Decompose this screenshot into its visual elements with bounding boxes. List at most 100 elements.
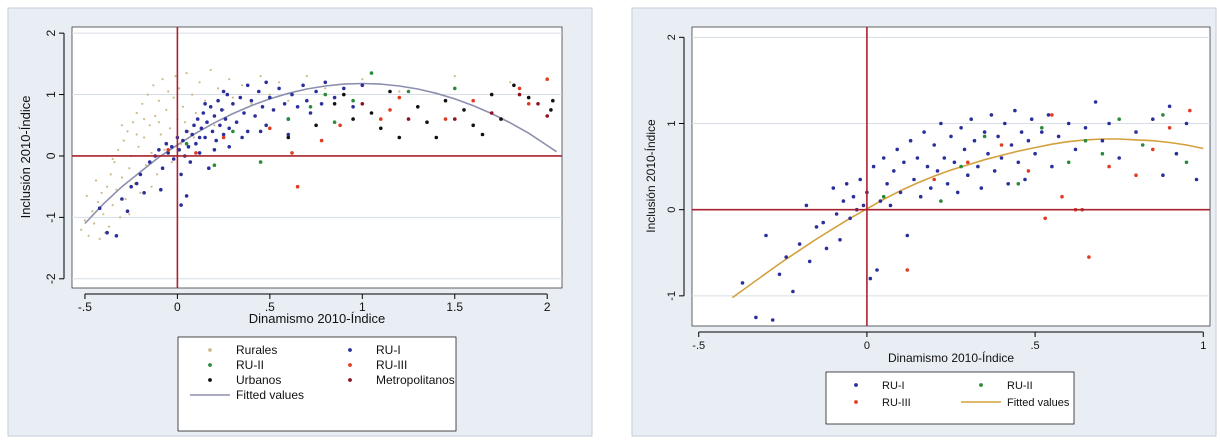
left-point-ru-i	[245, 129, 250, 134]
left-point-urbanos	[551, 98, 555, 103]
right-point-ru-i	[1003, 121, 1007, 126]
left-point-rurales	[87, 234, 90, 237]
left-point-ru-i	[208, 105, 213, 109]
right-point-ru-i	[1107, 121, 1111, 126]
right-fitted-values-line	[731, 138, 1204, 299]
left-point-rurales	[165, 108, 168, 111]
right-point-ru-i	[898, 190, 903, 195]
left-point-ru-iii	[443, 117, 448, 121]
left-point-metropolitanos	[406, 117, 411, 121]
right-point-ru-i	[972, 138, 977, 143]
right-legend-label: RU-I	[882, 380, 905, 392]
left-point-ru-i	[179, 172, 183, 177]
left-point-rurales	[119, 216, 122, 219]
left-point-rurales	[180, 142, 183, 145]
left-point-ru-iii	[290, 151, 294, 155]
left-point-urbanos	[332, 102, 337, 106]
left-point-urbanos	[397, 135, 402, 140]
left-point-rurales	[131, 121, 135, 124]
left-legend-swatch-ru-i	[348, 348, 352, 352]
right-point-ru-ii	[1100, 151, 1105, 156]
left-point-urbanos	[471, 123, 476, 128]
left-plot-area	[71, 26, 563, 289]
left-x-tick-label: 2	[544, 300, 551, 314]
right-point-ru-iii	[905, 268, 910, 272]
right-point-ru-i	[986, 151, 990, 156]
right-point-ru-i	[831, 186, 836, 190]
left-legend: Rurales RU-I RU-II RU-III Urbanos Metropolita…	[177, 336, 457, 432]
left-point-ru-iii	[526, 102, 531, 106]
left-point-ru-i	[142, 191, 146, 195]
right-point-ru-iii	[1060, 194, 1064, 199]
right-point-ru-i	[996, 134, 1000, 139]
left-point-rurales	[85, 194, 88, 197]
left-point-rurales	[94, 179, 98, 182]
left-point-urbanos	[425, 120, 429, 124]
left-point-rurales	[198, 81, 201, 84]
left-point-ru-i	[212, 114, 217, 118]
right-legend-swatch-ru-ii	[979, 383, 983, 387]
right-point-ru-i	[969, 117, 973, 121]
left-point-rurales	[120, 176, 123, 179]
right-point-ru-i	[804, 203, 809, 208]
left-point-ru-i	[257, 89, 261, 94]
right-point-ru-i	[1161, 173, 1165, 177]
left-point-rurales	[144, 164, 148, 167]
right-axes: -1 0 1 2 -.5 0 .5 1	[666, 34, 1206, 352]
left-point-ru-i	[147, 160, 152, 164]
right-point-ru-i	[871, 164, 876, 169]
right-point-ru-iii	[999, 143, 1004, 147]
left-point-ru-i	[214, 138, 218, 143]
left-y-tick-label: 2	[44, 29, 58, 36]
right-point-ru-i	[989, 113, 994, 117]
right-point-ru-i	[1026, 138, 1031, 143]
left-point-rurales	[143, 136, 146, 139]
left-point-ru-i	[308, 111, 313, 115]
right-point-ru-i	[841, 199, 846, 203]
right-x-tick-label: .5	[1030, 340, 1039, 352]
left-point-ru-iii	[268, 126, 272, 131]
right-point-ru-i	[844, 182, 849, 186]
left-point-ru-i	[194, 141, 198, 146]
left-point-rurales	[157, 121, 160, 124]
left-point-ru-i	[177, 148, 181, 152]
left-point-rurales	[137, 145, 140, 148]
left-point-ru-i	[227, 126, 231, 131]
right-point-ru-i	[908, 138, 913, 143]
right-point-ru-i	[1040, 130, 1044, 134]
right-point-ru-iii	[1151, 147, 1155, 152]
left-point-rurales	[122, 139, 125, 142]
right-point-ru-iii	[1043, 216, 1047, 221]
left-point-urbanos	[434, 135, 439, 140]
left-point-ru-iii	[388, 108, 392, 112]
right-point-ru-iii	[1134, 173, 1138, 177]
right-point-ru-i	[1083, 126, 1088, 130]
right-point-ru-ii	[1140, 143, 1145, 147]
left-point-ru-i	[184, 129, 189, 134]
right-point-ru-i	[888, 203, 893, 208]
left-point-ru-i	[197, 135, 202, 140]
left-point-rurales	[509, 81, 512, 84]
left-point-rurales	[93, 222, 96, 225]
left-legend-label: Fitted values	[236, 388, 304, 402]
right-x-tick-label: 1	[1200, 340, 1206, 352]
left-point-urbanos	[480, 132, 485, 137]
left-point-urbanos	[342, 92, 346, 97]
left-point-ru-i	[212, 148, 217, 152]
right-point-ru-i	[1151, 117, 1155, 121]
left-legend-swatch-ru-iii	[348, 363, 352, 367]
left-point-rurales	[192, 136, 196, 139]
left-point-ru-i	[227, 145, 231, 149]
right-point-ru-i	[1134, 130, 1138, 134]
left-point-rurales	[150, 185, 153, 188]
left-point-ru-iii	[517, 86, 522, 91]
right-point-ru-i	[976, 164, 980, 169]
left-point-ru-i	[305, 98, 309, 103]
left-point-rurales	[259, 75, 262, 78]
left-point-rurales	[109, 173, 112, 176]
right-legend: RU-I RU-II RU-III Fitted values	[825, 371, 1075, 425]
left-point-urbanos	[526, 95, 531, 100]
right-point-ru-i	[942, 156, 947, 160]
left-point-rurales	[100, 191, 103, 194]
left-point-ru-i	[295, 105, 300, 109]
